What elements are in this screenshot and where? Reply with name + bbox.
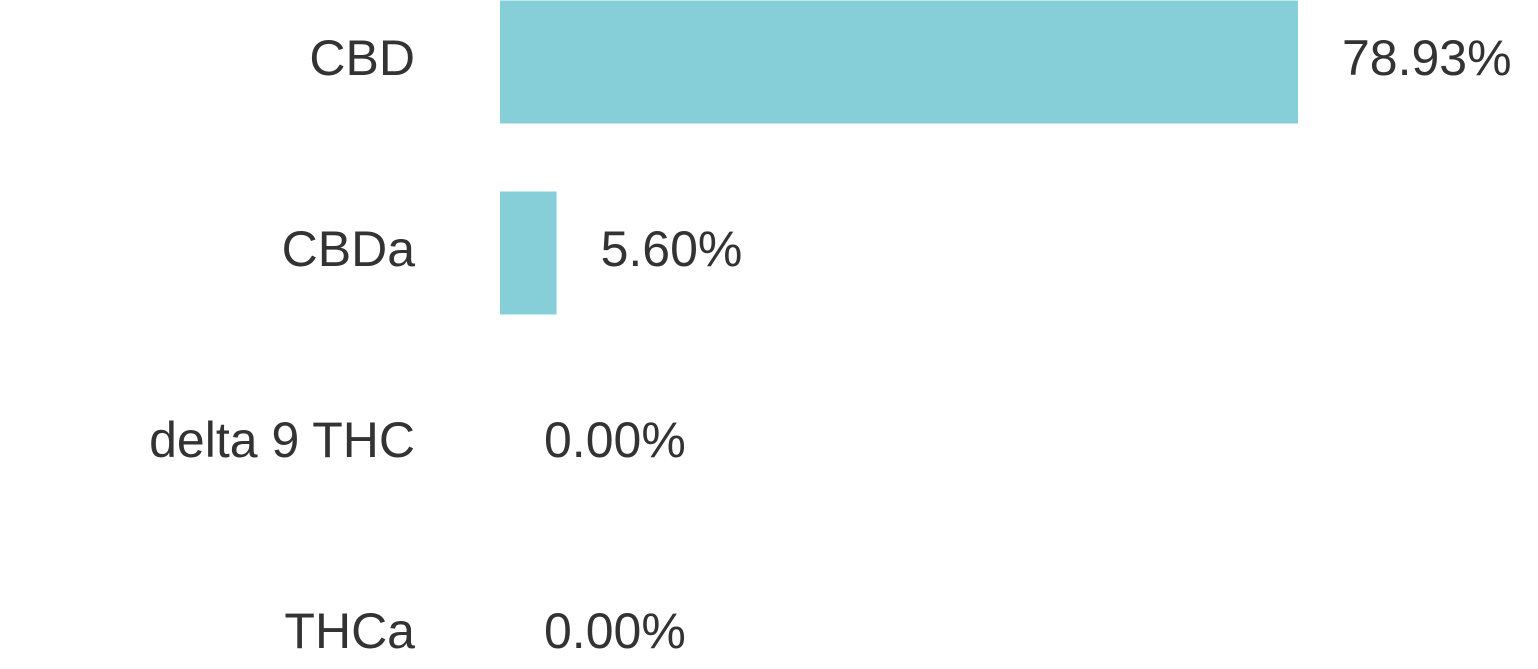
- category-label: CBDa: [282, 221, 416, 277]
- value-label: 0.00%: [544, 603, 686, 659]
- value-label: 78.93%: [1342, 30, 1512, 86]
- category-label: CBD: [309, 30, 415, 86]
- bar: [500, 191, 557, 315]
- value-label: 5.60%: [601, 221, 743, 277]
- category-label: delta 9 THC: [149, 412, 415, 468]
- category-label: THCa: [284, 603, 415, 659]
- value-label: 0.00%: [544, 412, 686, 468]
- bar: [500, 0, 1298, 124]
